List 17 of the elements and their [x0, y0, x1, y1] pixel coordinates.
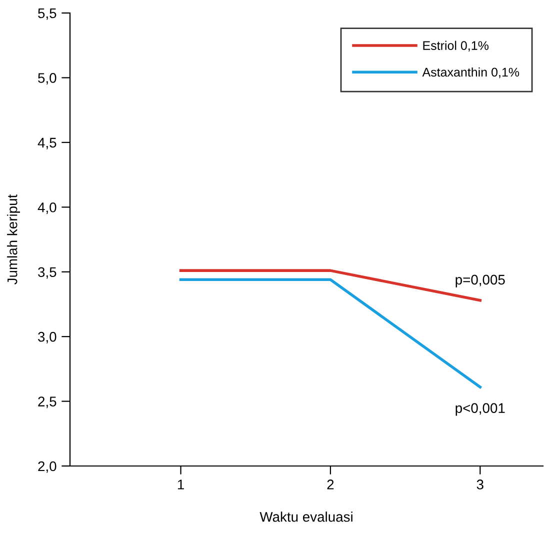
y-tick-label: 3,0 [38, 332, 56, 344]
x-tick-label: 2 [327, 480, 334, 490]
legend-label: Astaxanthin 0,1% [422, 67, 520, 78]
y-tick-label: 4,0 [38, 202, 56, 214]
x-tick-label: 1 [178, 480, 184, 490]
y-tick-label: 3,5 [38, 267, 56, 279]
y-tick-label: 2,5 [38, 396, 56, 408]
annotation: p<0,001 [456, 403, 505, 416]
x-tick-label: 3 [476, 480, 484, 490]
legend-label: Estriol 0,1% [423, 40, 488, 52]
y-tick-label: 4,5 [38, 138, 56, 150]
y-tick-label: 5,0 [38, 73, 56, 85]
x-axis-title: Waktu evaluasi [260, 512, 352, 522]
annotation: p=0,005 [456, 274, 505, 288]
y-tick-label: 5,5 [38, 8, 56, 20]
y-tick-label: 2,0 [38, 461, 56, 473]
y-axis-title: Jumlah keriput [7, 194, 20, 284]
